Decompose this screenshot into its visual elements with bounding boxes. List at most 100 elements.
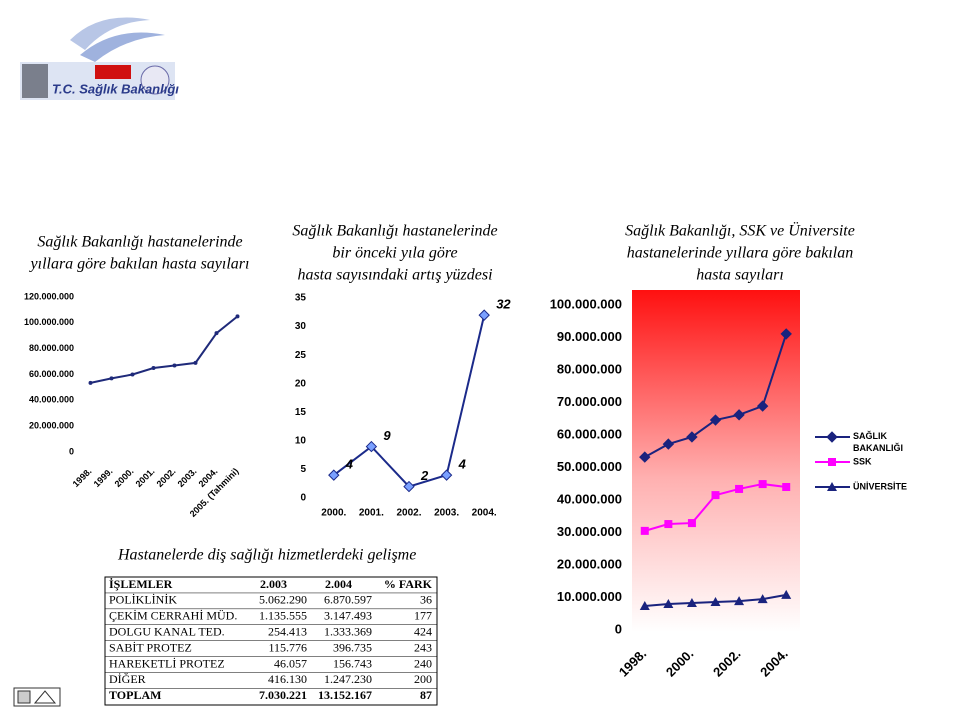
marker — [781, 589, 792, 599]
y-tick-label: 60.000.000 — [29, 369, 74, 379]
marker — [235, 314, 240, 319]
x-tick-label: 2000. — [663, 646, 697, 680]
legend-marker — [828, 458, 836, 466]
table-cell: TOPLAM — [109, 688, 161, 702]
table-cell: 46.057 — [274, 656, 307, 670]
legend-label: ÜNİVERSİTE — [853, 481, 907, 491]
x-tick-label: 2000. — [113, 466, 136, 489]
legend-marker — [826, 431, 838, 443]
y-tick-label: 90.000.000 — [557, 329, 622, 344]
table-cell: 13.152.167 — [318, 688, 372, 702]
y-tick-label: 10 — [295, 435, 307, 446]
data-label: 4 — [458, 457, 467, 472]
y-tick-label: 80.000.000 — [29, 343, 74, 353]
legend-label: SAĞLIK BAKANLIĞI — [853, 430, 903, 453]
y-tick-label: 20.000.000 — [557, 556, 622, 571]
data-label: 2 — [420, 468, 429, 483]
marker — [709, 414, 722, 426]
table-cell: ÇEKİM CERRAHİ MÜD. — [109, 609, 237, 623]
table-header: 2.004 — [325, 577, 352, 591]
y-tick-label: 25 — [295, 350, 307, 361]
x-tick-label: 1998. — [71, 466, 94, 489]
plot-background — [632, 290, 800, 632]
marker — [639, 451, 651, 463]
marker — [109, 376, 114, 381]
y-tick-label: 100.000.000 — [550, 296, 622, 311]
marker — [758, 480, 767, 489]
y-tick-label: 10.000.000 — [557, 589, 622, 604]
table-cell: 177 — [414, 609, 432, 623]
table-cell: 1.333.369 — [324, 624, 372, 638]
table-cell: 156.743 — [333, 656, 372, 670]
x-tick-label: 2003. — [176, 466, 199, 489]
y-tick-label: 30.000.000 — [557, 524, 622, 539]
marker — [639, 600, 650, 610]
table-cell: 115.776 — [268, 640, 307, 654]
table-cell: 1.247.230 — [324, 672, 372, 686]
icon — [13, 687, 61, 707]
chart-title: hasta sayıları — [696, 267, 784, 284]
table-cell: POLİKLİNİK — [109, 593, 177, 607]
y-tick-label: 120.000.000 — [24, 291, 74, 301]
marker-light — [328, 469, 340, 481]
marker — [782, 483, 791, 491]
marker — [193, 360, 198, 365]
y-tick-label: 40.000.000 — [29, 395, 74, 405]
y-tick-label: 5 — [300, 464, 306, 475]
chart-title: Sağlık Bakanlığı, SSK ve Üniversite — [625, 222, 855, 240]
marker — [662, 438, 675, 450]
y-tick-label: 0 — [69, 446, 74, 456]
marker — [130, 372, 135, 377]
marker — [756, 400, 769, 412]
table-frame — [104, 576, 438, 706]
y-tick-label: 40.000.000 — [557, 491, 622, 506]
table-cell: DİĞER — [109, 672, 146, 686]
marker — [711, 491, 720, 500]
marker — [686, 598, 697, 608]
table-cell: 254.413 — [268, 624, 307, 638]
marker — [757, 594, 768, 604]
marker — [735, 484, 744, 493]
marker — [780, 328, 792, 340]
table-cell: DOLGU KANAL TED. — [109, 624, 225, 638]
y-tick-label: 30 — [295, 321, 307, 332]
y-tick-label: 80.000.000 — [557, 361, 622, 376]
marker — [664, 520, 673, 529]
data-label: 32 — [496, 297, 511, 312]
table-title: Hastanelerde diş sağlığı hizmetlerdeki g… — [117, 547, 416, 564]
x-tick-label: 2000. — [321, 508, 346, 519]
x-tick-label: 2001. — [134, 466, 157, 489]
data-label: 9 — [383, 428, 391, 443]
marker-light — [365, 440, 378, 453]
chart-title: bir önceki yıla göre — [332, 245, 457, 262]
table-cell: HAREKETLİ PROTEZ — [109, 656, 225, 670]
table-cell: 5.062.290 — [259, 593, 307, 607]
y-tick-label: 20.000.000 — [29, 421, 74, 431]
marker-light — [478, 309, 490, 321]
table-cell: 416.130 — [268, 672, 307, 686]
table-header: % FARK — [384, 577, 433, 591]
marker — [734, 596, 745, 606]
x-tick-label: 1998. — [616, 646, 650, 680]
table-cell: 200 — [414, 672, 432, 686]
chart-title: Sağlık Bakanlığı hastanelerinde — [292, 223, 497, 240]
logo-text: T.C. Sağlık Bakanlığı — [52, 81, 179, 96]
marker — [640, 526, 649, 535]
table-cell: 1.135.555 — [259, 609, 307, 623]
table-cell: 7.030.221 — [259, 688, 307, 702]
x-tick-label: 2004. — [472, 508, 497, 519]
chart-title: yıllara göre bakılan hasta sayıları — [29, 256, 250, 273]
marker — [687, 519, 696, 528]
marker-light — [440, 469, 453, 481]
y-tick-label: 100.000.000 — [24, 317, 74, 327]
x-tick-label: 1999. — [92, 466, 115, 489]
data-label: 4 — [345, 457, 354, 472]
table-cell: 240 — [414, 656, 432, 670]
series-line — [90, 315, 239, 384]
marker — [710, 597, 721, 607]
y-tick-label: 35 — [295, 293, 307, 304]
x-tick-label: 2002. — [396, 508, 421, 519]
table-cell: 424 — [414, 624, 432, 638]
table-header: 2.003 — [260, 577, 287, 591]
legend-marker — [827, 482, 837, 491]
